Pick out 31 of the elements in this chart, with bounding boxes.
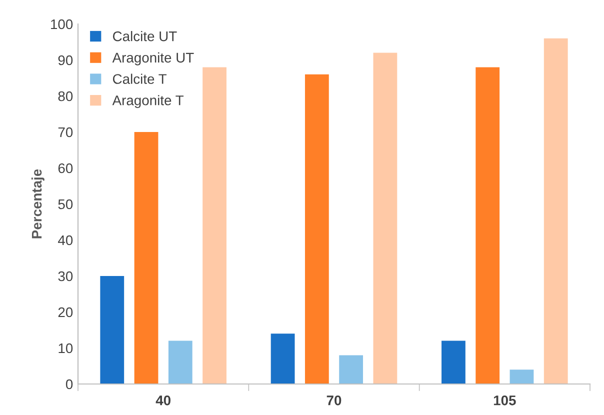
bar [202, 67, 226, 384]
bar [442, 340, 466, 384]
y-tick-label: 0 [66, 379, 73, 390]
bar [168, 340, 192, 384]
bar [134, 132, 158, 384]
bar [476, 67, 500, 384]
bar [339, 355, 364, 384]
y-tick-label: 40 [58, 235, 73, 246]
bar [544, 38, 568, 384]
bar [510, 370, 534, 384]
legend-label: Calcite UT [112, 31, 177, 42]
bar [270, 334, 295, 384]
y-tick-label: 70 [58, 127, 73, 138]
x-tick-label: 40 [156, 395, 170, 406]
legend-label: Aragonite UT [112, 52, 194, 66]
y-tick-label: 100 [51, 19, 73, 30]
legend-label: Aragonite T [112, 95, 184, 108]
y-tick-label: 20 [58, 307, 73, 318]
y-tick-label: 90 [58, 55, 73, 66]
x-tick-label: 70 [326, 395, 342, 406]
x-tick-label: 105 [494, 395, 516, 406]
y-tick-label: 60 [58, 163, 73, 174]
y-tick-label: 10 [58, 343, 73, 354]
y-tick-label: 80 [58, 91, 73, 102]
y-tick-label: 50 [58, 199, 73, 210]
y-tick-label: 30 [58, 271, 73, 282]
bar [100, 276, 124, 384]
y-axis-title: Percentaje [31, 169, 44, 238]
legend-label: Calcite T [112, 74, 167, 84]
bar [373, 52, 398, 384]
bar [304, 74, 329, 384]
